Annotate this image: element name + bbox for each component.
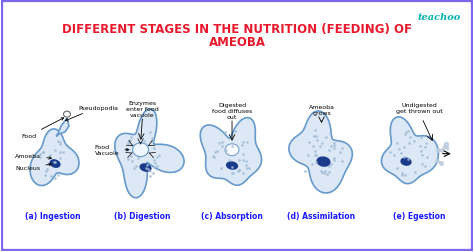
Text: DIFFERENT STAGES IN THE NUTRITION (FEEDING) OF: DIFFERENT STAGES IN THE NUTRITION (FEEDI… <box>62 22 412 36</box>
Polygon shape <box>289 112 352 193</box>
Ellipse shape <box>227 162 237 169</box>
Text: Enzymes
enter food
vacuole: Enzymes enter food vacuole <box>126 101 159 117</box>
Polygon shape <box>200 118 262 185</box>
Ellipse shape <box>50 160 60 168</box>
Polygon shape <box>382 117 438 184</box>
Text: Nucleus: Nucleus <box>15 164 51 170</box>
Ellipse shape <box>401 159 411 166</box>
Ellipse shape <box>317 158 330 167</box>
Text: (a) Ingestion: (a) Ingestion <box>25 212 81 220</box>
Text: Pseudopodia: Pseudopodia <box>65 105 118 121</box>
Polygon shape <box>115 109 184 198</box>
Text: AMEOBA: AMEOBA <box>209 36 265 49</box>
Text: Digested
food diffuses
out: Digested food diffuses out <box>212 103 252 119</box>
Text: (c) Absorption: (c) Absorption <box>201 212 263 220</box>
Ellipse shape <box>140 164 151 171</box>
Text: teachoo: teachoo <box>418 13 461 22</box>
Text: Amoeba: Amoeba <box>15 153 51 160</box>
Text: Food: Food <box>21 118 64 139</box>
Polygon shape <box>30 130 79 186</box>
Ellipse shape <box>133 143 148 157</box>
Text: (e) Egestion: (e) Egestion <box>392 212 445 220</box>
Polygon shape <box>56 119 69 136</box>
Text: (b) Digestion: (b) Digestion <box>114 212 171 220</box>
Text: Undigested
get thrown out: Undigested get thrown out <box>395 103 442 114</box>
Text: (d) Assimilation: (d) Assimilation <box>287 212 356 220</box>
Ellipse shape <box>64 112 71 118</box>
Ellipse shape <box>225 144 239 156</box>
Text: Food
Vacuole: Food Vacuole <box>95 145 129 155</box>
Text: Ameoba
grows: Ameoba grows <box>309 105 335 116</box>
